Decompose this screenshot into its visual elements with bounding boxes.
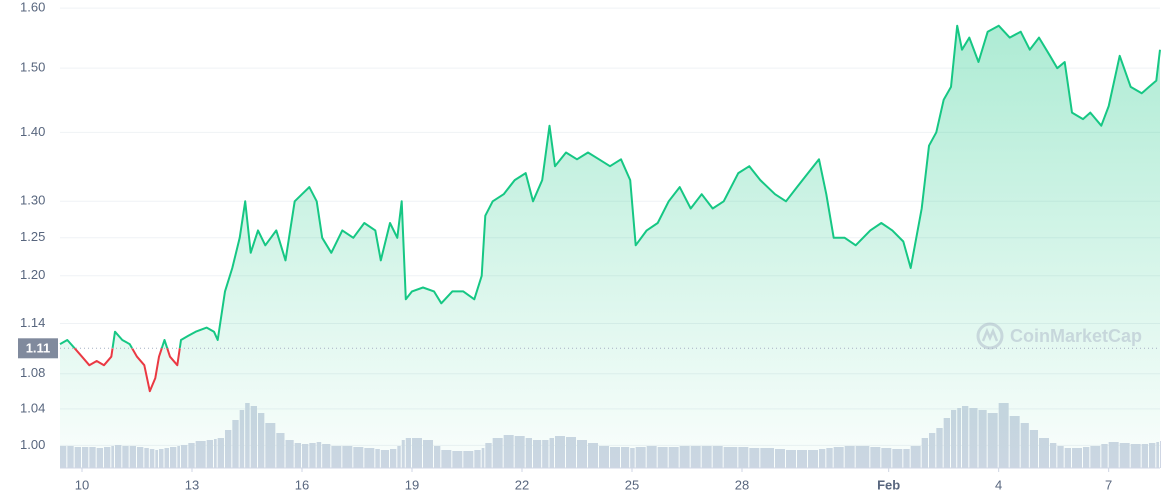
y-tick-label: 1.04 [20,400,45,415]
x-tick-label: 4 [995,477,1002,492]
area [60,25,1160,468]
y-tick-label: 1.30 [20,193,45,208]
area-fill [60,25,1160,468]
watermark-text: CoinMarketCap [1010,326,1142,346]
watermark: CoinMarketCap [976,322,1142,350]
x-tick-label: 7 [1105,477,1112,492]
axes: 1.00 1.04 1.08 1.14 1.20 1.25 1.30 1.40 1.50 1.60… [20,0,1160,492]
y-tick-label: 1.25 [20,229,45,244]
x-tick-label: 19 [405,477,419,492]
x-tick-label: 16 [295,477,309,492]
y-tick-label: 1.50 [20,60,45,75]
y-tick-label: 1.40 [20,124,45,139]
y-tick-label: 1.14 [20,315,45,330]
price-lines [59,24,1161,393]
x-tick-label: 13 [185,477,199,492]
logo-mark [981,327,999,342]
x-tick-label: 28 [735,477,749,492]
x-tick-label: Feb [877,477,900,492]
reference: 1.11 [18,338,1160,359]
y-tick-label: 1.20 [20,267,45,282]
price-line-above [59,24,1161,349]
y-tick-label: 1.08 [20,365,45,380]
x-tick-label: 25 [625,477,639,492]
x-tick-label: 22 [515,477,529,492]
logo [976,322,1004,350]
y-tick-label: 1.60 [20,0,45,15]
reference-label: 1.11 [26,341,51,356]
x-tick-label: 10 [75,477,89,492]
y-tick-label: 1.00 [20,437,45,452]
reference-box [18,338,58,359]
